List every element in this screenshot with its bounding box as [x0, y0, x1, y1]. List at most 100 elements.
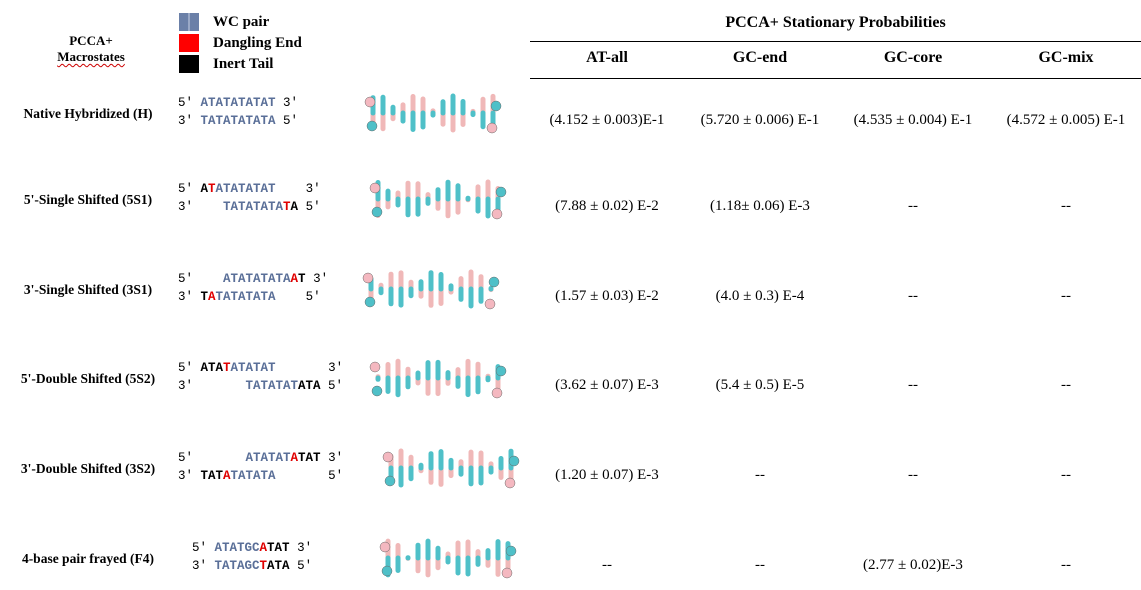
sequence-segment: 3′ [192, 559, 215, 573]
macrostate-label: 5'-Single Shifted (5S1) [23, 192, 153, 207]
probability-cell: (1.57 ± 0.03) E-2 [555, 288, 659, 304]
table-header-rule [530, 78, 1141, 79]
sequence-segment: A [290, 451, 299, 465]
probability-cell: (5.4 ± 0.5) E-5 [715, 377, 805, 393]
sequence-pair: 5′ ATATATATAT 3′ 3′ TATATATATA 5′ [178, 180, 321, 216]
probability-cell: -- [908, 467, 918, 483]
sequence-strand-top: 5′ ATATATATAT 3′ [178, 94, 298, 112]
table-top-rule [530, 41, 1141, 42]
sequence-segment: 5′ [275, 114, 299, 128]
probability-cell: (4.535 ± 0.004) E-1 [853, 112, 973, 128]
legend-dangling-label: Dangling End [213, 34, 302, 51]
sequence-segment: ATATAT [245, 451, 291, 465]
sequence-segment: ATATATATA [223, 272, 291, 286]
probability-cell: (5.720 ± 0.006) E-1 [700, 112, 820, 128]
sequence-segment: 5′ [289, 559, 313, 573]
sequence-segment: A [290, 272, 299, 286]
column-header-gc-end: GC-end [732, 49, 788, 66]
sequence-strand-bottom: 3′ TATATATATA 5′ [178, 377, 343, 395]
sequence-strand-bottom: 3′ TATAGCTATA 5′ [192, 557, 312, 575]
sequence-segment: 3′ [178, 200, 224, 214]
sequence-segment: ATATGC [214, 541, 260, 555]
sequence-segment: ATATATATAT [200, 96, 276, 110]
sequence-segment: 3′ [289, 541, 313, 555]
column-header-gc-core: GC-core [883, 49, 943, 66]
sequence-segment: 5′ [320, 379, 344, 393]
sequence-segment: ATATAT [230, 361, 276, 375]
probability-cell: -- [1061, 557, 1071, 573]
sequence-segment: 3′ [178, 290, 201, 304]
legend-wc-label: WC pair [213, 13, 270, 30]
dna-duplex-structure-icon [364, 93, 502, 134]
sequence-segment: TAT [200, 469, 224, 483]
sequence-segment: 3′ [178, 379, 246, 393]
macrostates-header-line2: Macrostates [57, 49, 125, 64]
legend-inert-label: Inert Tail [213, 55, 274, 72]
probability-cell: -- [602, 557, 612, 573]
sequence-strand-top: 5′ ATATATATAT 3′ [178, 449, 343, 467]
probability-cell: (3.62 ± 0.07) E-3 [555, 377, 659, 393]
macrostate-label: 5'-Double Shifted (5S2) [20, 371, 156, 386]
sequence-strand-top: 5′ ATATATATAT 3′ [178, 180, 321, 198]
sequence-strand-top: 5′ ATATATATAAT 3′ [178, 270, 328, 288]
column-header-gc-mix: GC-mix [1038, 49, 1094, 66]
dna-duplex-structure-icon [379, 538, 517, 579]
sequence-segment: T [259, 559, 268, 573]
sequence-segment: 5′ [178, 361, 201, 375]
macrostate-label: 3'-Single Shifted (3S1) [23, 282, 153, 297]
probability-cell: (4.0 ± 0.3) E-4 [715, 288, 805, 304]
sequence-segment: ATA [200, 361, 224, 375]
sequence-strand-top: 5′ ATATATATAT 3′ [178, 359, 343, 377]
macrostates-header-line1: PCCA+ [69, 33, 113, 48]
macrostate-label: Native Hybridized (H) [23, 106, 153, 121]
sequence-pair: 5′ ATATGCATAT 3′ 3′ TATAGCTATA 5′ [192, 539, 312, 575]
sequence-segment: TAT [298, 451, 321, 465]
sequence-segment: T [283, 200, 291, 214]
macrostates-header: PCCA+ Macrostates [36, 33, 146, 65]
probability-cell: -- [755, 467, 765, 483]
sequence-segment: 3′ [178, 114, 201, 128]
sequence-segment: 5′ [178, 451, 246, 465]
sequence-segment: ATA [267, 559, 290, 573]
column-header-at-all: AT-all [586, 49, 628, 66]
sequence-segment: A [259, 541, 268, 555]
dna-duplex-structure-icon [382, 448, 520, 489]
sequence-pair: 5′ ATATATATAT 3′ 3′ TATATATATA 5′ [178, 94, 298, 130]
probability-cell: -- [908, 288, 918, 304]
sequence-segment: T [200, 290, 209, 304]
sequence-segment: 5′ [178, 96, 201, 110]
dangling-end-swatch-icon [179, 34, 199, 52]
sequence-segment: 5′ [192, 541, 215, 555]
sequence-strand-bottom: 3′ TATATATATA 5′ [178, 467, 343, 485]
inert-tail-swatch-icon [179, 55, 199, 73]
sequence-segment: TAT [267, 541, 290, 555]
probability-cell: -- [755, 557, 765, 573]
sequence-segment: TATATAT [245, 379, 299, 393]
sequence-segment: 3′ [178, 469, 201, 483]
sequence-strand-bottom: 3′ TATATATATA 5′ [178, 112, 298, 130]
probabilities-title: PCCA+ Stationary Probabilities [725, 14, 946, 31]
probability-cell: -- [1061, 198, 1071, 214]
sequence-segment: TATATATATA [200, 114, 276, 128]
sequence-segment: T [298, 272, 306, 286]
legend-dangling: Dangling End [179, 33, 302, 53]
sequence-segment: T [208, 182, 216, 196]
probability-cell: (4.152 ± 0.003)E-1 [549, 112, 665, 128]
sequence-segment: 5′ [275, 469, 344, 483]
dna-duplex-structure-icon [369, 358, 507, 399]
probability-cell: -- [908, 198, 918, 214]
probability-cell: (1.18± 0.06) E-3 [710, 198, 810, 214]
probability-cell: (2.77 ± 0.02)E-3 [863, 557, 963, 573]
sequence-segment: 5′ [298, 200, 321, 214]
probability-cell: -- [908, 377, 918, 393]
probability-cell: (4.572 ± 0.005) E-1 [1006, 112, 1126, 128]
sequence-segment: A [200, 182, 209, 196]
probability-cell: -- [1061, 377, 1071, 393]
sequence-segment: 3′ [275, 361, 344, 375]
sequence-strand-bottom: 3′ TATATATATA 5′ [178, 198, 321, 216]
sequence-segment: A [208, 290, 216, 304]
sequence-pair: 5′ ATATATATAT 3′ 3′ TATATATATA 5′ [178, 449, 343, 485]
sequence-strand-top: 5′ ATATGCATAT 3′ [192, 539, 312, 557]
sequence-segment: ATATATAT [215, 182, 276, 196]
probability-cell: (7.88 ± 0.02) E-2 [555, 198, 659, 214]
